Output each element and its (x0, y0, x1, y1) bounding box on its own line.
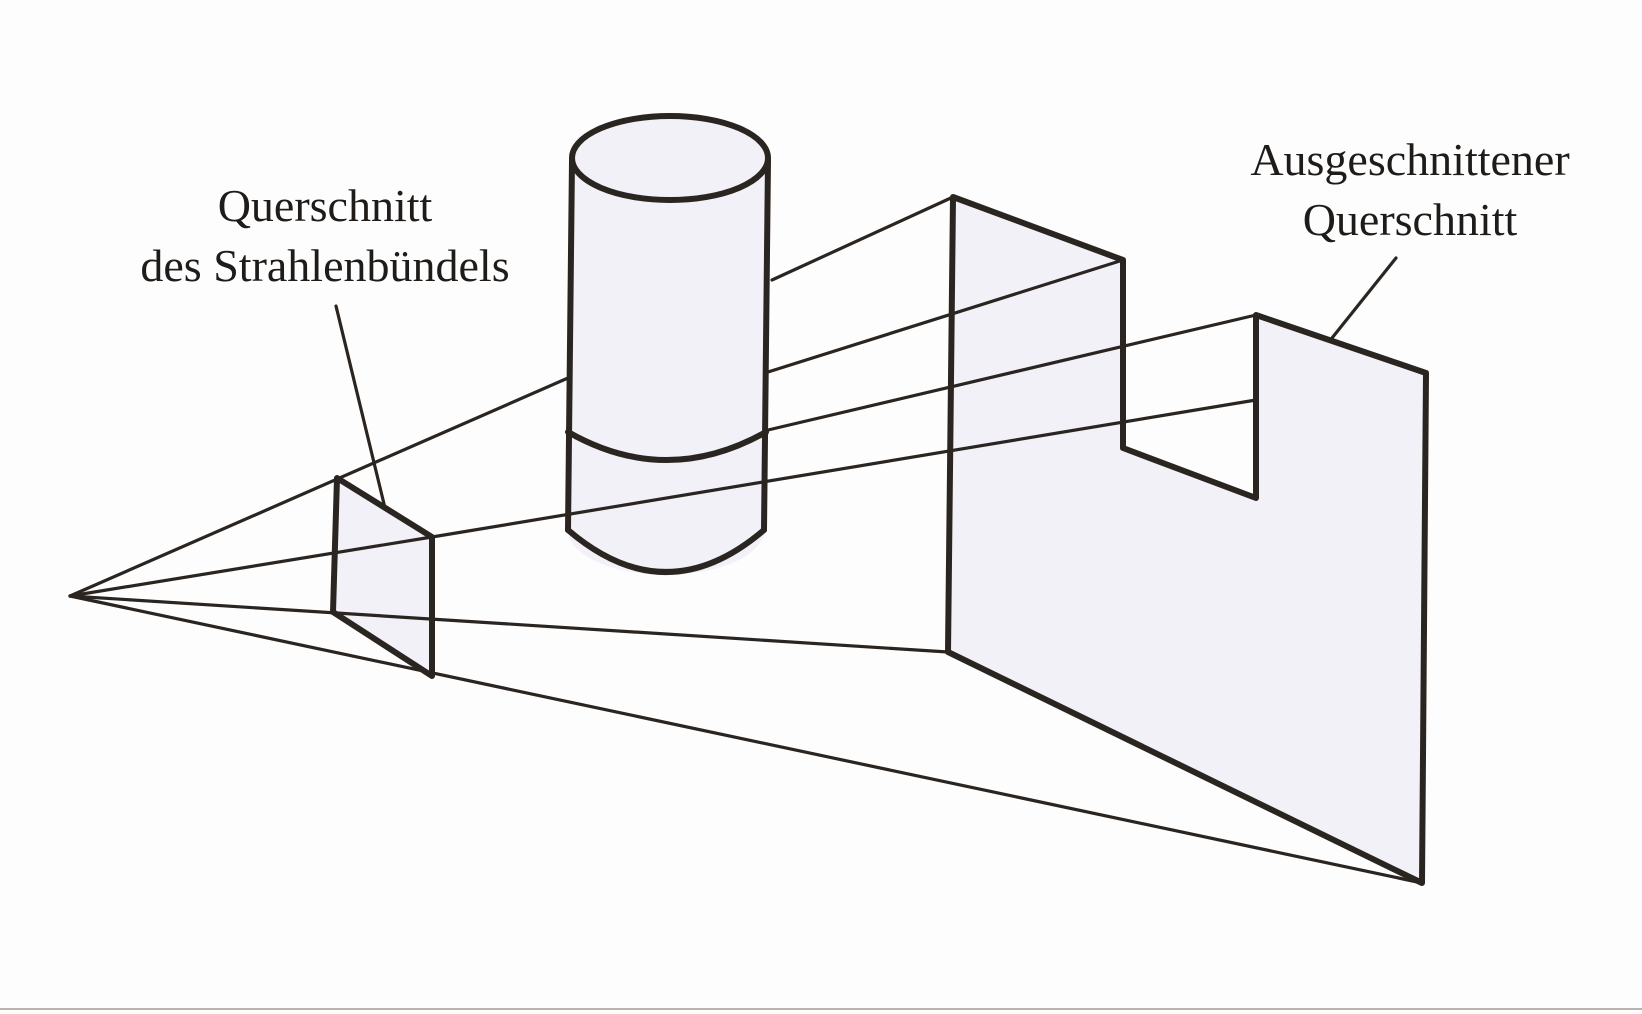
cut-cross-section-label-line1: Ausgeschnittener (1250, 134, 1570, 185)
page-edge-line (0, 1008, 1642, 1010)
ray-upper (68, 376, 570, 598)
ray-upper-continued (770, 195, 955, 282)
ray-mid-upper (68, 535, 434, 598)
ray-right-top (766, 313, 1258, 432)
leader-line-beam-cross-section (334, 304, 387, 510)
cylinder-surface (568, 117, 768, 575)
ray-bundle (68, 195, 1424, 885)
beam-cross-section-frame (330, 475, 435, 679)
cylinder-bottom-arc (565, 527, 767, 575)
cylinder-middle-band (565, 429, 769, 463)
cut-cross-section-surface (948, 197, 1426, 883)
ray-right-top-left (766, 258, 1125, 374)
ray-lower (68, 594, 1424, 885)
cut-cross-section-label: Ausgeschnittener Querschnitt (1220, 130, 1600, 250)
cut-cross-section-frame (945, 194, 1429, 886)
leader-line-cut-cross-section (1330, 256, 1398, 340)
cylinder (565, 113, 771, 575)
beam-cross-section-label-line2: des Strahlenbündels (140, 240, 510, 291)
beam-cross-section-label: Querschnitt des Strahlenbündels (95, 176, 555, 296)
cut-cross-section-label-line2: Querschnitt (1302, 194, 1518, 245)
beam-cross-section-label-line1: Querschnitt (217, 180, 433, 231)
cylinder-right-side (761, 157, 771, 533)
ray-mid-lower (68, 594, 950, 654)
cylinder-left-side (565, 157, 575, 533)
